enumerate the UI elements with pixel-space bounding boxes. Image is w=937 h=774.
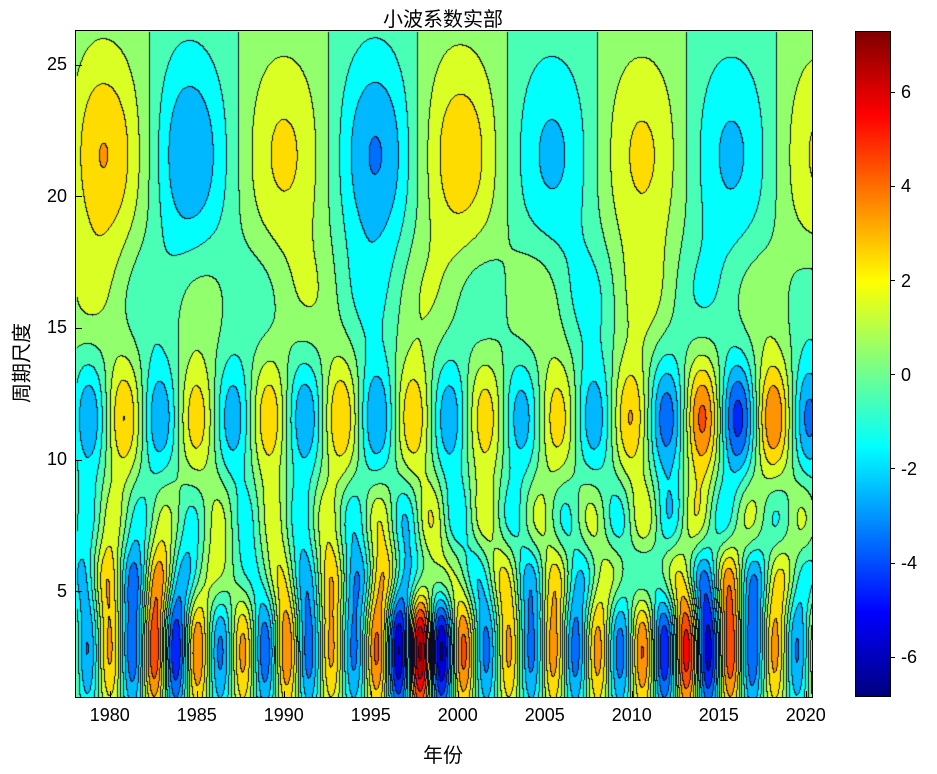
x-tick-mark	[197, 691, 199, 697]
y-tick-label: 10	[46, 449, 67, 470]
colorbar-tick-label: 4	[901, 176, 912, 197]
colorbar-tick-mark	[890, 468, 895, 470]
y-tick-label: 15	[46, 317, 67, 338]
colorbar	[855, 31, 891, 697]
colorbar-tick-label: 2	[901, 270, 912, 291]
contour-plot-canvas	[76, 31, 812, 697]
y-tick-mark	[76, 327, 82, 329]
x-tick-label: 1980	[89, 705, 130, 725]
x-tick-mark	[719, 691, 721, 697]
colorbar-tick-mark	[890, 280, 895, 282]
colorbar-tick-mark	[890, 185, 895, 187]
colorbar-tick-mark	[890, 656, 895, 658]
x-tick-mark	[284, 691, 286, 697]
colorbar-tick-mark	[890, 91, 895, 93]
x-axis-label: 年份	[423, 745, 463, 767]
colorbar-gradient-canvas	[856, 32, 890, 696]
x-tick-label: 2000	[437, 705, 478, 725]
chart-title: 小波系数实部	[383, 9, 503, 31]
x-tick-mark	[632, 691, 634, 697]
y-tick-mark	[76, 591, 82, 593]
x-tick-mark	[545, 691, 547, 697]
x-tick-label: 1995	[350, 705, 391, 725]
x-tick-label: 2020	[785, 705, 826, 725]
colorbar-tick-mark	[890, 562, 895, 564]
colorbar-tick-label: 6	[901, 82, 912, 103]
y-tick-label: 5	[56, 580, 67, 601]
colorbar-tick-label: -4	[901, 553, 918, 574]
x-tick-label: 1985	[176, 705, 217, 725]
y-tick-label: 20	[46, 185, 67, 206]
y-tick-label: 25	[46, 54, 67, 75]
x-tick-mark	[110, 691, 112, 697]
x-tick-mark	[371, 691, 373, 697]
colorbar-tick-mark	[890, 374, 895, 376]
colorbar-tick-label: -6	[901, 647, 918, 668]
colorbar-tick-label: -2	[901, 458, 918, 479]
y-tick-mark	[76, 196, 82, 198]
plot-area	[75, 30, 813, 698]
colorbar-tick-label: 0	[901, 364, 912, 385]
x-tick-label: 2015	[698, 705, 739, 725]
y-tick-mark	[76, 64, 82, 66]
x-tick-mark	[458, 691, 460, 697]
x-tick-mark	[806, 691, 808, 697]
x-tick-label: 1990	[263, 705, 304, 725]
x-tick-label: 2010	[611, 705, 652, 725]
y-tick-mark	[76, 459, 82, 461]
x-tick-label: 2005	[524, 705, 565, 725]
